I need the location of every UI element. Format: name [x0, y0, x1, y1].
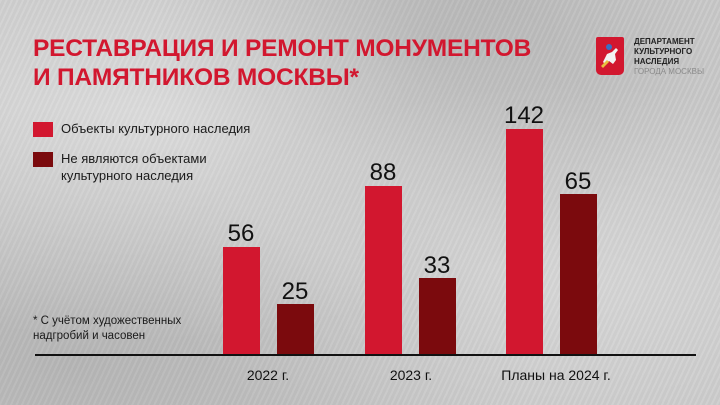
bar-non-heritage-2023 [419, 278, 456, 355]
legend-item-non-heritage: Не являются объектами культурного наслед… [33, 150, 250, 184]
department-logo: ДЕПАРТАМЕНТ КУЛЬТУРНОГО НАСЛЕДИЯ ГОРОДА … [596, 37, 704, 77]
bar-heritage-2023 [365, 186, 402, 355]
x-axis-label-2022: 2022 г. [246, 367, 290, 383]
legend-label-line-1: Не являются объектами [61, 151, 207, 166]
footnote-line-2: надгробий и часовен [33, 330, 146, 342]
x-axis-label-2023: 2023 г. [389, 367, 433, 383]
value-label: 33 [423, 252, 451, 279]
legend-item-heritage: Объекты культурного наследия [33, 120, 250, 137]
logo-line-1: ДЕПАРТАМЕНТ [634, 37, 695, 46]
moscow-coat-of-arms-icon [596, 37, 624, 75]
value-label: 88 [369, 159, 397, 186]
page-title: РЕСТАВРАЦИЯ И РЕМОНТ МОНУМЕНТОВ И ПАМЯТН… [33, 34, 531, 92]
legend: Объекты культурного наследия Не являются… [33, 120, 250, 197]
value-label: 65 [564, 168, 592, 195]
value-label: 142 [503, 102, 545, 129]
legend-swatch-non-heritage [33, 152, 53, 167]
legend-label-heritage: Объекты культурного наследия [61, 121, 251, 136]
footnote: * С учётом художественных надгробий и ча… [33, 314, 181, 344]
logo-text: ДЕПАРТАМЕНТ КУЛЬТУРНОГО НАСЛЕДИЯ ГОРОДА … [634, 37, 704, 77]
value-label: 56 [227, 220, 255, 247]
logo-line-3: НАСЛЕДИЯ [634, 57, 680, 66]
title-line-1: РЕСТАВРАЦИЯ И РЕМОНТ МОНУМЕНТОВ [33, 35, 532, 62]
bar-non-heritage-2024 [560, 194, 597, 355]
legend-swatch-heritage [33, 122, 53, 137]
logo-line-2: КУЛЬТУРНОГО [634, 47, 693, 56]
bar-heritage-2022 [223, 247, 260, 355]
footnote-line-1: * С учётом художественных [33, 315, 182, 327]
legend-label-line-2: культурного наследия [61, 168, 194, 183]
x-axis-baseline [35, 354, 696, 356]
logo-line-4: ГОРОДА МОСКВЫ [634, 67, 705, 76]
bar-non-heritage-2022 [277, 304, 314, 355]
bar-heritage-2024 [506, 129, 543, 355]
x-axis-label-2024: Планы на 2024 г. [501, 367, 611, 383]
title-line-2: И ПАМЯТНИКОВ МОСКВЫ* [33, 64, 359, 91]
legend-label-non-heritage: Не являются объектами культурного наслед… [61, 150, 207, 184]
value-label: 25 [281, 278, 309, 305]
